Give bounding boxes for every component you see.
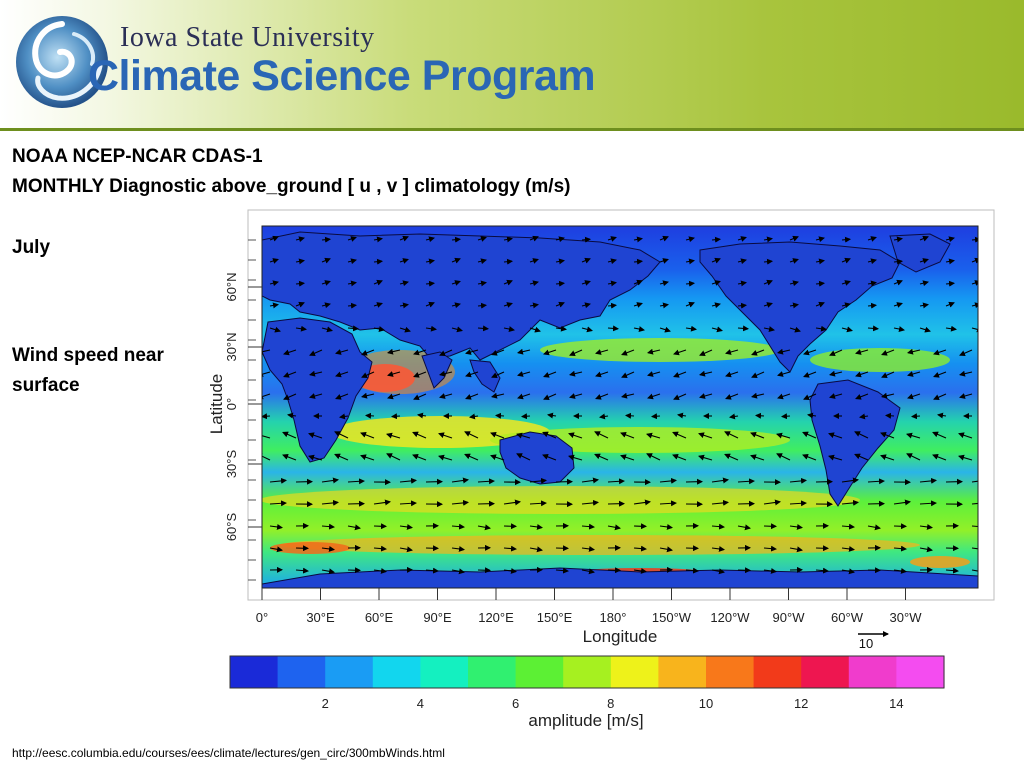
latitude-tick-label: 30°N xyxy=(224,332,239,361)
antarctic-coastal-jet-west xyxy=(910,556,970,568)
colorbar-ticks: 2 4 6 8 10 12 14 xyxy=(322,696,904,711)
latitude-tick-label: 30°S xyxy=(224,450,239,479)
longitude-tick-label: 60°E xyxy=(365,610,394,625)
title-line-2: MONTHLY Diagnostic above_ground [ u , v … xyxy=(12,176,571,197)
x-axis-label: Longitude xyxy=(583,627,658,646)
colorbar xyxy=(230,656,945,688)
colorbar-tick-label: 2 xyxy=(322,696,329,711)
colorbar-swatch xyxy=(658,656,707,688)
colorbar-swatch xyxy=(848,656,897,688)
colorbar-tick-label: 8 xyxy=(607,696,614,711)
colorbar-swatch xyxy=(801,656,850,688)
wind-vector-field xyxy=(262,235,978,575)
cyclone-globe-logo xyxy=(16,16,108,108)
colorbar-tick-label: 6 xyxy=(512,696,519,711)
colorbar-swatch xyxy=(706,656,755,688)
latitude-tick-label: 60°N xyxy=(224,272,239,301)
colorbar-tick-label: 12 xyxy=(794,696,808,711)
colorbar-swatch xyxy=(230,656,279,688)
wind-map-figure: 60°N 30°N 0° 30°S 60°S Latitude 0° 30°E 60°E 90… xyxy=(207,209,995,730)
antarctic-coastal-jet-east xyxy=(270,542,350,554)
latitude-tick-label: 60°S xyxy=(224,513,239,542)
university-name: Iowa State University xyxy=(120,22,375,53)
longitude-tick-label: 120°E xyxy=(478,610,514,625)
reference-vector-label: 10 xyxy=(859,636,873,651)
longitude-tick-label: 60°W xyxy=(831,610,864,625)
header-divider xyxy=(0,128,1024,131)
longitude-tick-label: 150°W xyxy=(652,610,692,625)
longitude-tick-label: 150°E xyxy=(537,610,573,625)
colorbar-swatch xyxy=(277,656,326,688)
colorbar-label: amplitude [m/s] xyxy=(528,711,643,730)
colorbar-swatch xyxy=(372,656,421,688)
colorbar-swatch xyxy=(563,656,612,688)
longitude-tick-label: 120°W xyxy=(710,610,750,625)
latitude-axis: 60°N 30°N 0° 30°S 60°S xyxy=(224,239,262,581)
longitude-tick-label: 0° xyxy=(256,610,268,625)
longitude-tick-label: 30°E xyxy=(306,610,335,625)
atlantic-trade-band xyxy=(810,348,950,372)
westerlies-band xyxy=(262,486,860,514)
colorbar-tick-label: 10 xyxy=(699,696,713,711)
colorbar-frame xyxy=(229,655,945,689)
colorbar-swatch xyxy=(610,656,659,688)
longitude-tick-label: 180° xyxy=(600,610,627,625)
continent-north-america xyxy=(699,241,901,373)
longitude-tick-label: 90°E xyxy=(423,610,452,625)
colorbar-tick-label: 4 xyxy=(417,696,424,711)
description-label: Wind speed near surface xyxy=(12,345,164,396)
title-line-1: NOAA NCEP-NCAR CDAS-1 xyxy=(12,146,263,167)
longitude-axis: 0° 30°E 60°E 90°E 120°E 150°E 180° 150°W 120°W 90… xyxy=(256,588,922,625)
continent-southeast-asia xyxy=(469,359,501,393)
colorbar-swatch xyxy=(325,656,374,688)
header-banner: Iowa State University Climate Science Pr… xyxy=(0,0,1024,129)
program-name: Climate Science Program xyxy=(88,52,596,100)
colorbar-swatch xyxy=(420,656,469,688)
colorbar-swatch xyxy=(753,656,802,688)
colorbar-swatch xyxy=(515,656,564,688)
source-url[interactable]: http://eesc.columbia.edu/courses/ees/cli… xyxy=(12,746,445,760)
longitude-tick-label: 90°W xyxy=(773,610,806,625)
longitude-tick-label: 30°W xyxy=(890,610,923,625)
colorbar-swatch xyxy=(468,656,517,688)
colorbar-swatch xyxy=(896,656,945,688)
southern-westerlies-band xyxy=(280,535,920,555)
latitude-tick-label: 0° xyxy=(224,398,239,410)
month-label: July xyxy=(12,237,51,258)
y-axis-label: Latitude xyxy=(207,374,226,435)
colorbar-tick-label: 14 xyxy=(889,696,903,711)
